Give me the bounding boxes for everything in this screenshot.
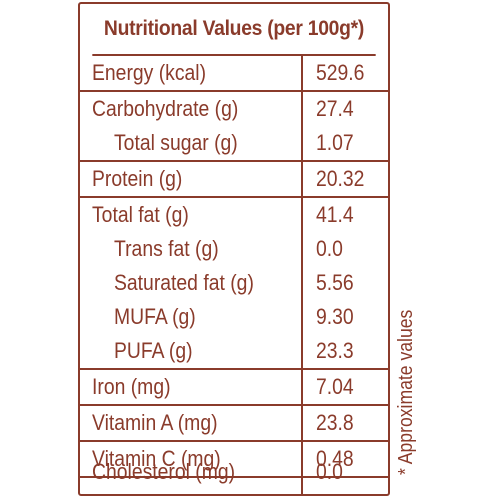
nutrient-name: Cholesterol (mg) [92, 459, 236, 484]
table-row: Total sugar (g) 1.07 [80, 126, 388, 160]
table-row: Vitamin A (mg) 23.8 [80, 406, 388, 440]
nutrient-name: Vitamin C (mg) [92, 446, 221, 471]
table-row: Trans fat (g) 0.0 [80, 232, 388, 266]
nutrient-value: 27.4 [316, 96, 354, 121]
table-row: Saturated fat (g) 5.56 [80, 266, 388, 300]
nutrient-name: PUFA (g) [114, 338, 193, 363]
nutrient-name: Protein (g) [92, 166, 183, 191]
nutrient-name: Total sugar (g) [114, 130, 238, 155]
nutrient-value: 20.32 [316, 166, 365, 191]
table-row: Vitamin C (mg) 0.48 [80, 442, 388, 476]
column-divider [301, 56, 303, 494]
nutrient-value: 0.0 [316, 459, 343, 484]
nutrient-name: Carbohydrate (g) [92, 96, 239, 121]
nutrient-name: MUFA (g) [114, 304, 196, 329]
table-row: Iron (mg) 7.04 [80, 370, 388, 404]
nutrition-table: Nutritional Values (per 100g*) Energy (k… [78, 2, 390, 496]
group-carbohydrate: Carbohydrate (g) 27.4 Total sugar (g) 1.… [80, 92, 388, 162]
nutrient-name: Energy (kcal) [92, 60, 207, 85]
nutrient-value: 529.6 [316, 60, 365, 85]
nutrient-name: Vitamin A (mg) [92, 410, 218, 435]
group-fat: Total fat (g) 41.4 Trans fat (g) 0.0 Sat… [80, 198, 388, 370]
nutrient-name: Saturated fat (g) [114, 270, 254, 295]
nutrient-value: 5.56 [316, 270, 354, 295]
nutrient-value: 23.3 [316, 338, 354, 363]
table-title: Nutritional Values (per 100g*) [92, 4, 376, 56]
nutrient-value: 1.07 [316, 130, 354, 155]
group-vitamin-a: Vitamin A (mg) 23.8 [80, 406, 388, 442]
nutrient-value: 7.04 [316, 374, 354, 399]
cholesterol-row: Cholesterol (mg) 0.0 [80, 458, 388, 492]
nutrient-name: Iron (mg) [92, 374, 171, 399]
group-energy: Energy (kcal) 529.6 [80, 56, 388, 92]
group-protein: Protein (g) 20.32 [80, 162, 388, 198]
group-vitamin-c: Vitamin C (mg) 0.48 [80, 442, 388, 478]
nutrient-value: 0.0 [316, 236, 343, 261]
table-row: PUFA (g) 23.3 [80, 334, 388, 368]
nutrient-name: Total fat (g) [92, 202, 189, 227]
approximate-values-note: * Approximate values [395, 309, 417, 475]
table-row: Total fat (g) 41.4 [80, 198, 388, 232]
table-row: Carbohydrate (g) 27.4 [80, 92, 388, 126]
table-row: Protein (g) 20.32 [80, 162, 388, 196]
table-row: Energy (kcal) 529.6 [80, 56, 388, 90]
nutrient-value: 41.4 [316, 202, 354, 227]
nutrient-value: 0.48 [316, 446, 354, 471]
nutrient-value: 9.30 [316, 304, 354, 329]
table-row: MUFA (g) 9.30 [80, 300, 388, 334]
nutrient-name: Trans fat (g) [114, 236, 219, 261]
group-iron: Iron (mg) 7.04 [80, 370, 388, 406]
nutrient-value: 23.8 [316, 410, 354, 435]
